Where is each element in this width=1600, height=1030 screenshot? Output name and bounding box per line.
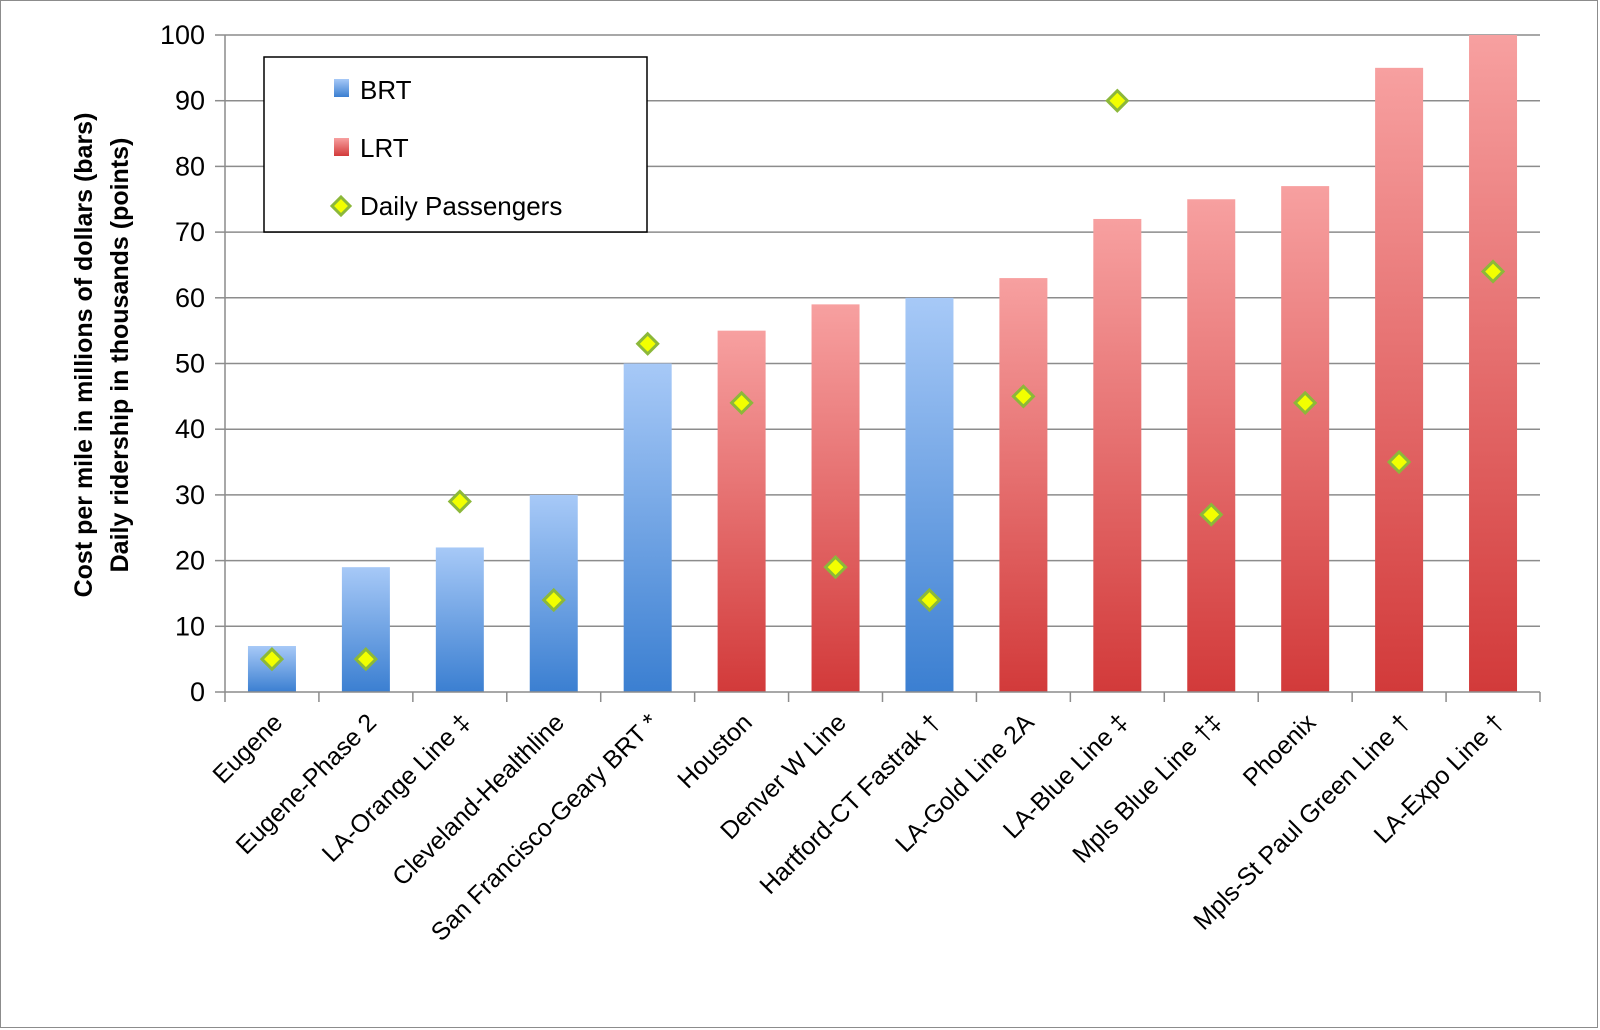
- legend-brt-label: BRT: [360, 75, 412, 105]
- legend-box: [263, 56, 648, 233]
- bar-lrt: [999, 278, 1048, 692]
- category-label: Eugene: [207, 708, 288, 789]
- y-axis-title-line-2: Daily ridership in thousands (points): [106, 138, 134, 573]
- y-tick-label: 10: [175, 611, 205, 641]
- legend-lrt-label: LRT: [360, 133, 409, 163]
- y-axis-title: Cost per mile in millions of dollars (ba…: [70, 113, 134, 598]
- passenger-point: [823, 555, 848, 580]
- bar-brt: [435, 547, 484, 692]
- legend-brt-swatch: [334, 79, 349, 97]
- y-tick-label: 60: [175, 283, 205, 313]
- passenger-point: [259, 647, 285, 672]
- x-axis: [224, 35, 1541, 702]
- y-tick-label: 20: [175, 546, 205, 576]
- bar-brt: [623, 363, 672, 692]
- category-label: Hartford-CT Fastrak †: [754, 708, 945, 899]
- legend: BRT LRT Daily Passengers: [263, 56, 648, 233]
- passenger-points: [259, 88, 1506, 672]
- passenger-point: [729, 390, 754, 416]
- passenger-point: [917, 587, 942, 613]
- y-axis-title-line-1: Cost per mile in millions of dollars (ba…: [70, 113, 98, 598]
- y-tick-label: 50: [175, 349, 205, 379]
- y-tick-label: 100: [160, 20, 205, 50]
- y-tick-label: 0: [190, 677, 205, 707]
- bar-lrt: [811, 304, 860, 692]
- passenger-point: [1011, 384, 1036, 409]
- category-label: Phoenix: [1238, 708, 1322, 792]
- bar-brt: [905, 297, 954, 692]
- legend-lrt-swatch: [334, 138, 349, 156]
- bars: [247, 35, 1518, 693]
- bar-lrt: [1187, 199, 1236, 692]
- category-label: Cleveland-Healthline: [387, 708, 570, 891]
- passenger-point: [447, 489, 472, 514]
- passenger-point: [1480, 259, 1506, 284]
- legend-diamond-marker: [329, 194, 353, 218]
- y-tick-label: 70: [175, 217, 205, 247]
- bar-lrt: [1469, 35, 1518, 692]
- y-tick-label: 90: [175, 86, 205, 116]
- passenger-point: [541, 587, 566, 613]
- y-tick-label: 40: [175, 414, 205, 444]
- passenger-point: [1105, 88, 1130, 113]
- y-tick-label: 80: [175, 151, 205, 181]
- bar-lrt: [1281, 186, 1330, 693]
- passenger-point: [635, 331, 660, 356]
- y-tick-labels: 0 10 20 30 40 50 60 70 80 90 100: [160, 20, 225, 707]
- bar-brt: [341, 567, 390, 692]
- bar-lrt: [1093, 218, 1142, 692]
- passenger-point: [1293, 390, 1318, 416]
- passenger-point: [353, 647, 379, 672]
- passenger-point: [1386, 449, 1412, 475]
- bar-lrt: [717, 330, 766, 692]
- bar-lrt: [1375, 67, 1424, 693]
- legend-points-label: Daily Passengers: [360, 191, 562, 221]
- category-label: Houston: [672, 708, 758, 794]
- passenger-point: [1199, 502, 1224, 527]
- y-tick-label: 30: [175, 480, 205, 510]
